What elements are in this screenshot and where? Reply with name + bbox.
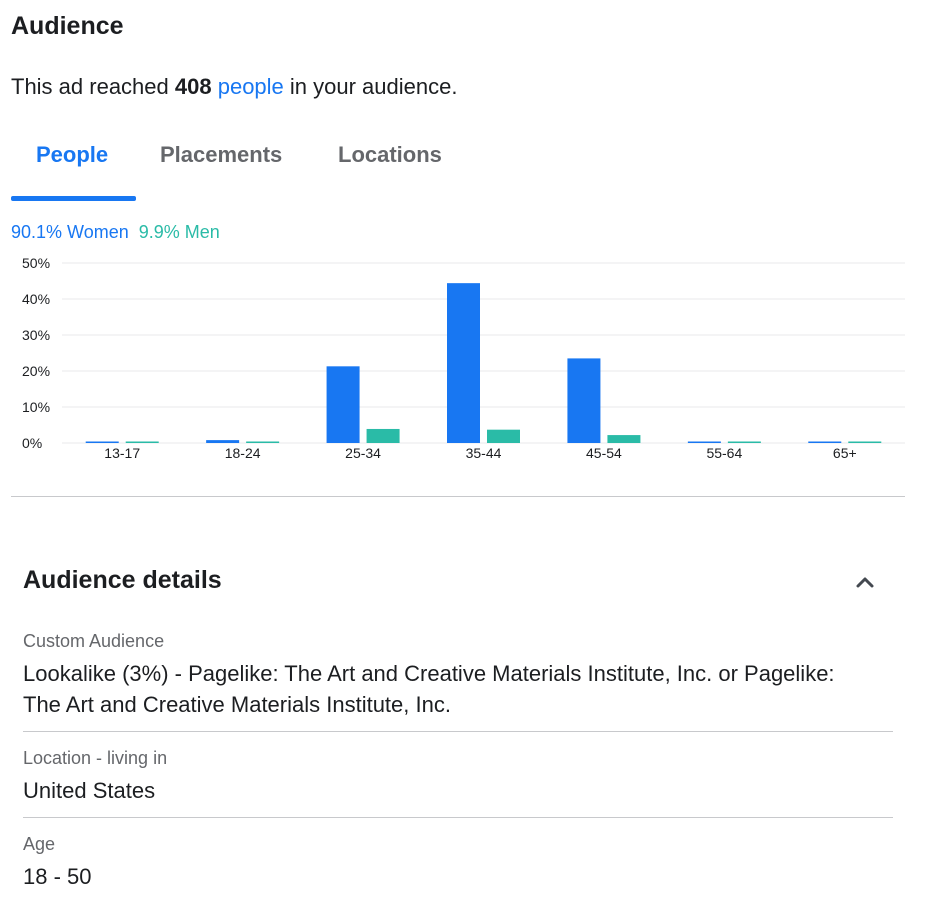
custom-audience-value: Lookalike (3%) - Pagelike: The Art and C… — [23, 661, 835, 717]
women-share: 90.1% Women — [11, 222, 129, 242]
bar-women-65+ — [808, 441, 842, 443]
bar-men-35-44 — [487, 429, 520, 443]
people-link[interactable]: people — [217, 74, 284, 99]
age-label: Age — [23, 834, 56, 854]
age-gender-chart: 0% 10% 20% 30% 40% 50% 13-17 18-24 25-34 35-44 45-… — [22, 255, 905, 461]
y-tick-label: 20% — [22, 363, 50, 379]
age-value: 18 - 50 — [23, 864, 92, 889]
reach-count: 408 — [174, 74, 212, 99]
location-label: Location - living in — [23, 748, 168, 768]
bar-men-25-34 — [366, 428, 400, 443]
chevron-up-icon — [856, 577, 874, 588]
reach-summary: This ad reached 408 people in your audie… — [11, 74, 457, 100]
bar-women-35-44 — [447, 283, 480, 443]
x-tick-label: 25-34 — [345, 445, 381, 461]
bar-women-25-34 — [326, 366, 360, 443]
bar-men-45-54 — [607, 435, 641, 443]
y-tick-label: 40% — [22, 291, 50, 307]
location-value: United States — [23, 778, 156, 803]
active-tab-indicator — [11, 196, 136, 201]
y-tick-label: 50% — [22, 255, 50, 271]
x-tick-label: 55-64 — [706, 445, 742, 461]
custom-audience-label: Custom Audience — [23, 631, 165, 651]
y-tick-label: 10% — [22, 399, 50, 415]
x-tick-label: 13-17 — [104, 445, 140, 461]
reach-prefix: This ad reached — [11, 74, 175, 99]
tab-locations[interactable]: Locations — [338, 142, 442, 167]
x-tick-label: 45-54 — [586, 445, 622, 461]
details-divider — [23, 731, 893, 732]
bar-men-55-64 — [727, 441, 761, 443]
y-tick-label: 30% — [22, 327, 50, 343]
bar-women-18-24 — [206, 440, 240, 443]
bar-women-13-17 — [85, 441, 119, 443]
bar-women-55-64 — [687, 441, 721, 443]
bar-men-13-17 — [125, 441, 159, 443]
reach-suffix: in your audience. — [283, 74, 458, 99]
x-tick-label: 65+ — [833, 445, 857, 461]
gender-legend: 90.1% Women 9.9% Men — [11, 222, 220, 243]
bar-men-65+ — [848, 441, 882, 443]
bar-men-18-24 — [246, 441, 280, 443]
tab-people[interactable]: People — [36, 142, 109, 167]
chart-divider — [11, 496, 905, 497]
section-title: Audience — [11, 12, 124, 40]
bar-women-45-54 — [567, 358, 601, 443]
x-tick-label: 35-44 — [466, 445, 502, 461]
men-share: 9.9% Men — [138, 222, 220, 242]
y-tick-label: 0% — [22, 435, 42, 451]
details-divider — [23, 817, 893, 818]
x-tick-label: 18-24 — [225, 445, 261, 461]
collapse-button[interactable] — [850, 566, 880, 596]
tab-placements[interactable]: Placements — [160, 142, 283, 167]
audience-details-title: Audience details — [23, 566, 222, 594]
